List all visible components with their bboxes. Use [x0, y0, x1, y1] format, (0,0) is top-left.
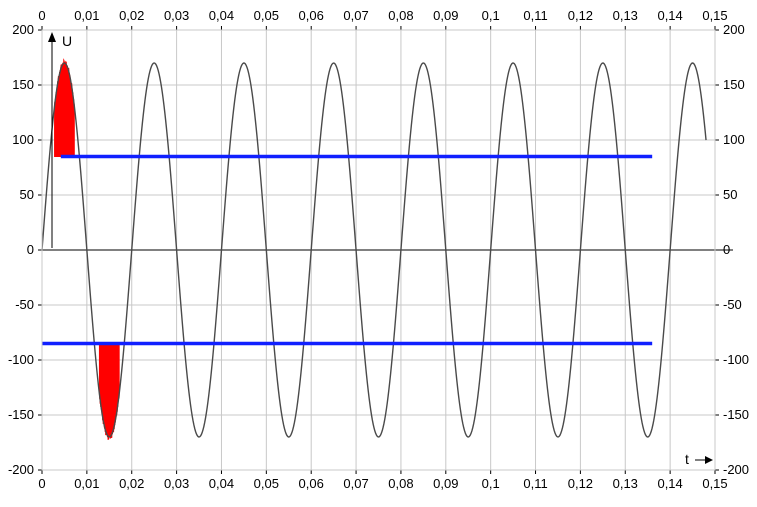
x-tick-bottom: 0,07 — [343, 476, 368, 491]
y-tick-left: 0 — [27, 242, 34, 257]
x-tick-top: 0,02 — [119, 8, 144, 23]
x-tick-top: 0 — [38, 8, 45, 23]
y-tick-right: 100 — [723, 132, 745, 147]
x-tick-bottom: 0,04 — [209, 476, 234, 491]
x-tick-top: 0,15 — [702, 8, 727, 23]
y-tick-right: 50 — [723, 187, 737, 202]
x-tick-top: 0,03 — [164, 8, 189, 23]
x-tick-bottom: 0,1 — [482, 476, 500, 491]
x-tick-bottom: 0,13 — [613, 476, 638, 491]
y-tick-left: -50 — [15, 297, 34, 312]
y-tick-left: 50 — [20, 187, 34, 202]
oscilloscope-chart: 0 0,01 0,02 0,03 0,04 0,05 0,06 0,07 0,08 0,09 0,1… — [0, 0, 757, 507]
x-axis-label: t — [685, 451, 689, 467]
x-tick-top: 0,05 — [254, 8, 279, 23]
y-tick-right: 0 — [723, 242, 730, 257]
y-axis-label: U — [62, 33, 72, 49]
x-tick-top: 0,12 — [568, 8, 593, 23]
x-tick-bottom: 0,03 — [164, 476, 189, 491]
y-tick-right: -100 — [723, 352, 749, 367]
y-tick-left: -150 — [8, 407, 34, 422]
y-tick-right: 150 — [723, 77, 745, 92]
x-tick-bottom: 0,02 — [119, 476, 144, 491]
x-tick-top: 0,04 — [209, 8, 234, 23]
x-tick-top: 0,14 — [657, 8, 682, 23]
y-tick-left: -100 — [8, 352, 34, 367]
x-tick-bottom: 0,08 — [388, 476, 413, 491]
x-tick-top: 0,11 — [523, 8, 547, 23]
x-tick-bottom: 0,06 — [299, 476, 324, 491]
x-tick-top: 0,01 — [74, 8, 99, 23]
y-tick-right: -200 — [723, 462, 749, 477]
x-tick-top: 0,08 — [388, 8, 413, 23]
x-tick-bottom: 0,11 — [523, 476, 547, 491]
x-tick-bottom: 0,15 — [702, 476, 727, 491]
x-tick-top: 0,1 — [482, 8, 500, 23]
y-tick-left: -200 — [8, 462, 34, 477]
y-tick-left: 200 — [12, 22, 34, 37]
x-tick-top: 0,13 — [613, 8, 638, 23]
y-tick-right: -150 — [723, 407, 749, 422]
y-tick-left: 100 — [12, 132, 34, 147]
x-tick-top: 0,09 — [433, 8, 458, 23]
x-tick-top: 0,07 — [343, 8, 368, 23]
y-tick-right: 200 — [723, 22, 745, 37]
y-tick-right: -50 — [723, 297, 742, 312]
x-tick-bottom: 0,09 — [433, 476, 458, 491]
y-tick-left: 150 — [12, 77, 34, 92]
x-tick-bottom: 0,01 — [74, 476, 99, 491]
x-tick-bottom: 0,12 — [568, 476, 593, 491]
x-tick-bottom: 0 — [38, 476, 45, 491]
x-tick-bottom: 0,05 — [254, 476, 279, 491]
x-tick-top: 0,06 — [299, 8, 324, 23]
x-tick-bottom: 0,14 — [657, 476, 682, 491]
